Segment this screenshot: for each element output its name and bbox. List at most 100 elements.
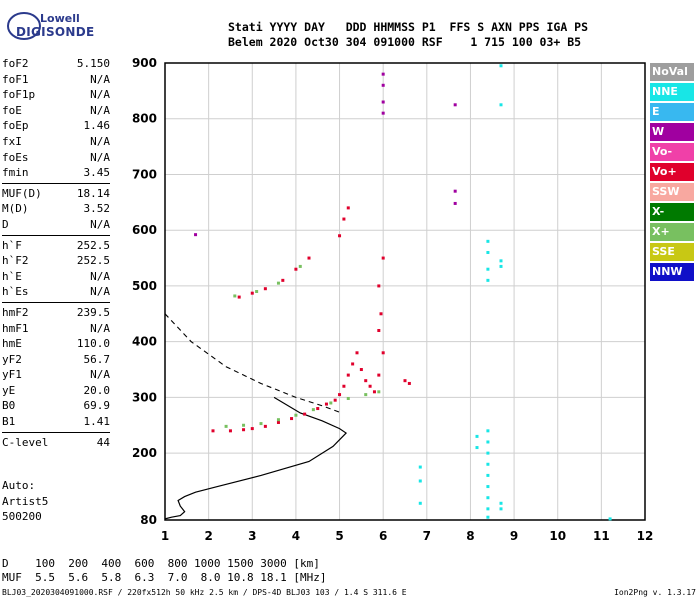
legend-item: NoVal <box>650 63 694 81</box>
param-label: h`F <box>2 238 22 252</box>
echo-point <box>242 428 246 432</box>
param-label: D <box>2 217 9 231</box>
echo-point <box>486 267 490 271</box>
electron-density-profile <box>164 396 348 520</box>
x-tick-label: 2 <box>204 529 212 543</box>
echo-point <box>486 507 490 511</box>
param-label: h`E <box>2 269 22 283</box>
param-label: B0 <box>2 399 16 413</box>
y-tick-label: 600 <box>132 223 157 237</box>
echo-point <box>377 373 381 377</box>
echo-point <box>486 451 490 455</box>
legend-item: E <box>650 103 694 121</box>
param-label: B1 <box>2 415 16 429</box>
echo-point <box>346 373 350 377</box>
param-row: h`F2 252.5 <box>2 253 110 269</box>
param-label: yE <box>2 383 16 397</box>
x-tick-label: 10 <box>549 529 566 543</box>
echo-point <box>276 420 280 424</box>
echo-point <box>255 290 259 293</box>
echo-point <box>453 103 457 107</box>
param-row: D N/A <box>2 217 110 233</box>
parameter-list: foF2 5.150 foF1 N/A foF1p N/A foE N/A foEp 1.46 fx… <box>2 56 110 450</box>
legend-item: NNW <box>650 263 694 281</box>
param-value: N/A <box>90 72 110 86</box>
param-row: M(D) 3.52 <box>2 201 110 217</box>
echo-point <box>407 381 411 385</box>
auto-line-2: Artist5 <box>2 494 49 508</box>
x-tick-label: 3 <box>248 529 256 543</box>
echo-point <box>250 291 254 295</box>
echo-point <box>499 264 503 268</box>
distance-row: D 100 200 400 600 800 1000 1500 3000 [km… <box>2 557 320 570</box>
param-value: N/A <box>90 88 110 102</box>
x-tick-label: 4 <box>292 529 300 543</box>
param-value: 3.52 <box>83 202 111 216</box>
x-tick-label: 1 <box>161 529 169 543</box>
echo-point <box>324 402 328 406</box>
param-row: B1 1.41 <box>2 414 110 430</box>
param-label: h`F2 <box>2 254 29 268</box>
param-label: M(D) <box>2 202 29 216</box>
legend-item: X+ <box>650 223 694 241</box>
param-row: fxI N/A <box>2 134 110 150</box>
param-separator <box>2 301 110 303</box>
echo-point <box>377 329 381 333</box>
distance-label: D <box>2 557 22 570</box>
echo-point <box>290 417 294 421</box>
param-value: N/A <box>90 321 110 335</box>
param-label: hmF2 <box>2 305 29 319</box>
echo-point <box>233 294 237 298</box>
param-row: hmE 110.0 <box>2 336 110 352</box>
x-tick-label: 6 <box>379 529 387 543</box>
file-info-footer: BLJ03_2020304091000.RSF / 220fx512h 50 k… <box>2 588 407 597</box>
echo-point <box>307 256 311 260</box>
muf-values: 5.5 5.6 5.8 6.3 7.0 8.0 10.8 18.1 [MHz] <box>21 571 327 584</box>
param-label: foF1p <box>2 88 36 102</box>
echo-point <box>486 462 490 466</box>
legend-item: W <box>650 123 694 141</box>
autoscaling-info: Auto: Artist5 500200 <box>2 478 48 525</box>
echo-point <box>418 479 422 483</box>
echo-point <box>486 239 490 243</box>
echo-point <box>486 429 490 433</box>
param-row: C-level 44 <box>2 435 110 451</box>
x-tick-label: 8 <box>466 529 474 543</box>
legend-item: SSW <box>650 183 694 201</box>
param-row: h`Es N/A <box>2 284 110 300</box>
echo-point <box>303 412 307 416</box>
echo-point <box>294 413 298 417</box>
param-value: N/A <box>90 150 110 164</box>
auto-line-1: Auto: <box>2 479 36 492</box>
version-label: Ion2Png v. 1.3.17 <box>614 588 696 597</box>
param-label: MUF(D) <box>2 186 42 200</box>
param-value: N/A <box>90 269 110 283</box>
echo-point <box>453 201 457 205</box>
param-label: yF1 <box>2 368 22 382</box>
param-value: 252.5 <box>76 238 110 252</box>
param-value: 1.46 <box>83 119 111 133</box>
echo-point <box>237 295 241 299</box>
param-label: hmE <box>2 337 22 351</box>
echo-point <box>486 473 490 477</box>
param-row: MUF(D) 18.14 <box>2 186 110 202</box>
echo-point <box>418 501 422 505</box>
param-value: 252.5 <box>76 254 110 268</box>
echo-point <box>333 398 337 402</box>
echo-point <box>608 517 612 521</box>
param-row: hmF2 239.5 <box>2 305 110 321</box>
param-value: N/A <box>90 217 110 231</box>
param-row: foF1p N/A <box>2 87 110 103</box>
echo-point <box>377 284 381 288</box>
echo-point <box>486 485 490 489</box>
param-label: h`Es <box>2 285 29 299</box>
echo-point <box>294 267 298 271</box>
echo-point <box>418 465 422 469</box>
param-value: 110.0 <box>76 337 110 351</box>
param-row: foE N/A <box>2 103 110 119</box>
echo-point <box>475 434 479 438</box>
x-tick-label: 5 <box>335 529 343 543</box>
echo-point <box>475 446 479 450</box>
param-label: foE <box>2 103 22 117</box>
logo-bottom-text: DIGISONDE <box>16 25 95 39</box>
